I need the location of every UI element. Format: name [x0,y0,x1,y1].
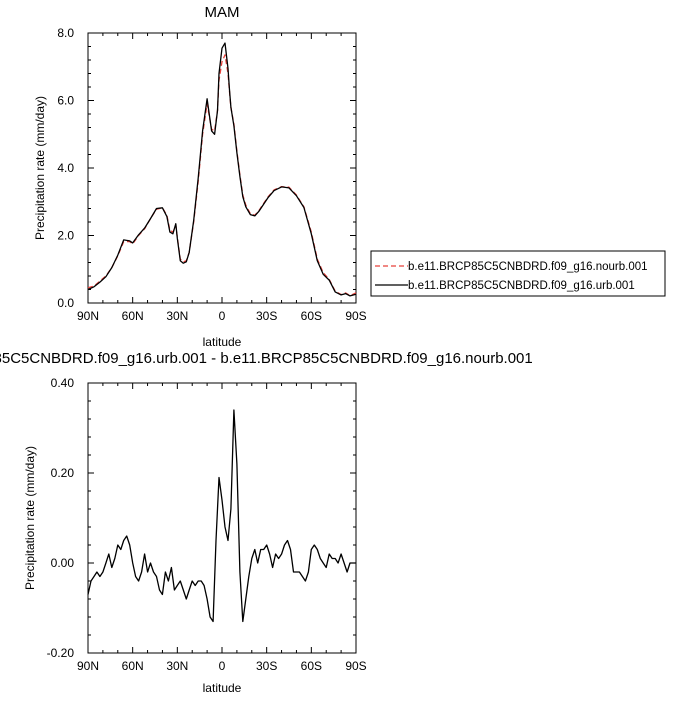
x-tick-label: 30S [256,659,277,673]
series-line-urb [87,42,357,297]
x-tick-label: 90N [77,309,99,323]
legend-label-nourb: b.e11.BRCP85C5CNBDRD.f09_g16.nourb.001 [408,261,648,273]
y-tick-label: 6.0 [57,94,74,108]
x-tick-label: 60S [301,309,322,323]
difference-chart-title: b.e11.BRCP85C5CNBDRD.f09_g16.urb.001 - b… [0,350,533,367]
y-tick-label: 8.0 [57,26,74,40]
legend-label-urb: b.e11.BRCP85C5CNBDRD.f09_g16.urb.001 [408,280,635,292]
x-tick-label: 0 [219,659,226,673]
y-tick-label: 0.0 [57,296,74,310]
x-tick-label: 60N [122,659,144,673]
y-tick-label: -0.20 [47,646,75,660]
y-tick-label: 0.00 [51,556,75,570]
bottom-series [87,409,356,623]
plot-frame [87,382,357,654]
x-tick-label: 30N [166,659,188,673]
x-tick-label: 60N [122,309,144,323]
legend-box [370,250,666,297]
x-tick-label: 90S [345,659,366,673]
x-tick-label: 60S [301,659,322,673]
series-line-nourb [87,54,357,297]
bottom-panel: b.e11.BRCP85C5CNBDRD.f09_g16.urb.001 - b… [0,350,533,695]
plot-frame [87,32,357,304]
y-axis-label: Precipitation rate (mm/day) [33,96,47,240]
y-tick-label: 4.0 [57,161,74,175]
y-tick-label: 0.20 [51,466,75,480]
difference-series-line [87,409,356,623]
bottom-axes: 90N 60N 30N 0 30S 60S 90S -0.20 0.00 0.20 0.40 [47,376,367,673]
y-tick-label: 0.40 [51,376,75,390]
top-series [87,42,357,297]
chart-title: MAM [205,4,240,21]
top-axes: 90N 60N 30N 0 30S 60S 90S 0.0 2.0 4.0 6.0 8.0 [57,26,366,323]
x-tick-label: 30S [256,309,277,323]
x-tick-label: 0 [219,309,226,323]
y-tick-label: 2.0 [57,229,74,243]
y-axis-label: Precipitation rate (mm/day) [23,446,37,590]
top-panel: MAM latitude Precipitation rate (mm/day)… [33,4,367,349]
x-axis-label: latitude [203,681,242,695]
x-tick-label: 30N [166,309,188,323]
x-tick-label: 90S [345,309,366,323]
legend: b.e11.BRCP85C5CNBDRD.f09_g16.nourb.001 b… [370,250,666,297]
x-tick-label: 90N [77,659,99,673]
x-axis-label: latitude [203,335,242,349]
